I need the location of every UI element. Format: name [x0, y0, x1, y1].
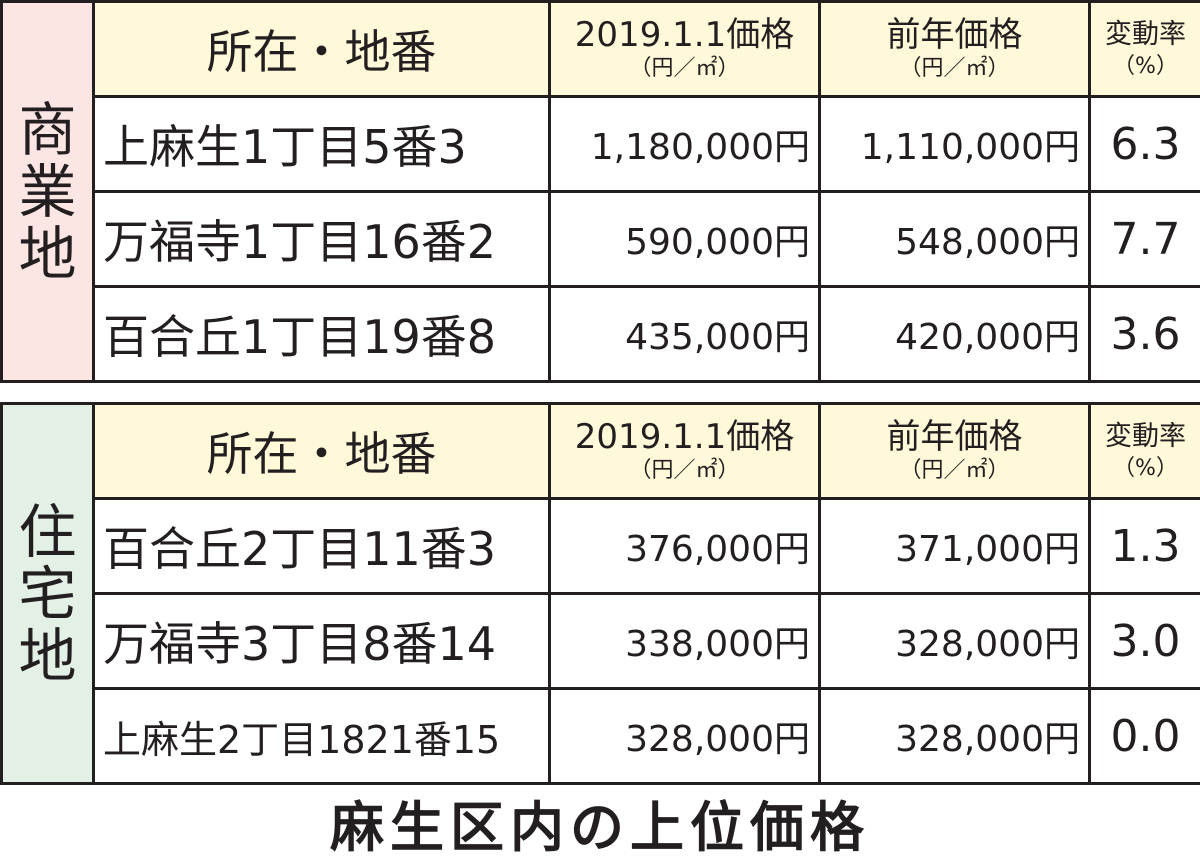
cell-previous-price: 548,000円	[818, 190, 1091, 288]
category-char: 宅	[18, 559, 77, 628]
cell-previous-price: 328,000円	[818, 687, 1091, 785]
cell-change-rate: 1.3	[1088, 497, 1200, 595]
header-rate-label: 変動率	[1105, 421, 1186, 452]
table-header-row: 住 宅 地 所在・地番 2019.1.1価格 （円／㎡） 前年価格 （円／㎡） …	[0, 402, 1200, 785]
cell-location: 上麻生1丁目5番3	[92, 95, 551, 193]
header-price: 2019.1.1価格 （円／㎡）	[548, 0, 821, 98]
table-row: 上麻生1丁目5番3 1,180,000円 1,110,000円 6.3	[2, 95, 1200, 193]
category-char: 業	[18, 157, 77, 226]
cell-change-rate: 3.6	[1088, 285, 1200, 383]
category-label-residential: 住 宅 地	[0, 402, 95, 785]
header-price-label: 2019.1.1価格	[574, 417, 795, 457]
cell-change-rate: 6.3	[1088, 95, 1200, 193]
header-rate-unit: （%）	[1113, 456, 1178, 481]
category-char: 住	[18, 497, 77, 566]
header-price-unit: （円／㎡）	[629, 56, 740, 81]
cell-location: 万福寺1丁目16番2	[92, 190, 551, 288]
header-price-label: 2019.1.1価格	[574, 15, 795, 55]
cell-previous-price: 420,000円	[818, 285, 1091, 383]
cell-price: 590,000円	[548, 190, 821, 288]
header-price-unit: （円／㎡）	[629, 458, 740, 483]
cell-price: 435,000円	[548, 285, 821, 383]
header-change-rate: 変動率 （%）	[1088, 0, 1200, 98]
header-previous-price: 前年価格 （円／㎡）	[818, 402, 1091, 500]
cell-price: 328,000円	[548, 687, 821, 785]
residential-land-table: 住 宅 地 所在・地番 2019.1.1価格 （円／㎡） 前年価格 （円／㎡） …	[0, 402, 1200, 785]
table-header-row: 商 業 地 所在・地番 2019.1.1価格 （円／㎡） 前年価格 （円／㎡） …	[0, 0, 1200, 383]
cell-previous-price: 328,000円	[818, 592, 1091, 690]
header-prev-label: 前年価格	[886, 417, 1023, 457]
cell-change-rate: 7.7	[1088, 190, 1200, 288]
cell-price: 338,000円	[548, 592, 821, 690]
header-rate-unit: （%）	[1113, 54, 1178, 79]
header-previous-price: 前年価格 （円／㎡）	[818, 0, 1091, 98]
table-row: 万福寺1丁目16番2 590,000円 548,000円 7.7	[2, 190, 1200, 288]
cell-location: 万福寺3丁目8番14	[92, 592, 551, 690]
table-row: 万福寺3丁目8番14 338,000円 328,000円 3.0	[2, 592, 1200, 690]
header-change-rate: 変動率 （%）	[1088, 402, 1200, 500]
header-prev-unit: （円／㎡）	[899, 458, 1010, 483]
header-prev-label: 前年価格	[886, 15, 1023, 55]
category-char: 商	[18, 95, 77, 164]
category-label-commercial: 商 業 地	[0, 0, 95, 383]
cell-previous-price: 1,110,000円	[818, 95, 1091, 193]
cell-location: 上麻生2丁目1821番15	[92, 687, 551, 785]
category-char: 地	[18, 219, 77, 288]
table-row: 上麻生2丁目1821番15 328,000円 328,000円 0.0	[2, 687, 1200, 785]
cell-location: 百合丘2丁目11番3	[92, 497, 551, 595]
header-location: 所在・地番	[92, 402, 551, 500]
cell-location: 百合丘1丁目19番8	[92, 285, 551, 383]
commercial-land-table: 商 業 地 所在・地番 2019.1.1価格 （円／㎡） 前年価格 （円／㎡） …	[0, 0, 1200, 383]
header-rate-label: 変動率	[1105, 19, 1186, 50]
cell-change-rate: 3.0	[1088, 592, 1200, 690]
cell-previous-price: 371,000円	[818, 497, 1091, 595]
cell-price: 376,000円	[548, 497, 821, 595]
cell-change-rate: 0.0	[1088, 687, 1200, 785]
table-row: 百合丘2丁目11番3 376,000円 371,000円 1.3	[2, 497, 1200, 595]
header-location: 所在・地番	[92, 0, 551, 98]
table-row: 百合丘1丁目19番8 435,000円 420,000円 3.6	[2, 285, 1200, 383]
header-price: 2019.1.1価格 （円／㎡）	[548, 402, 821, 500]
table-caption: 麻生区内の上位価格	[330, 796, 870, 859]
header-prev-unit: （円／㎡）	[899, 56, 1010, 81]
category-char: 地	[18, 621, 77, 690]
cell-price: 1,180,000円	[548, 95, 821, 193]
